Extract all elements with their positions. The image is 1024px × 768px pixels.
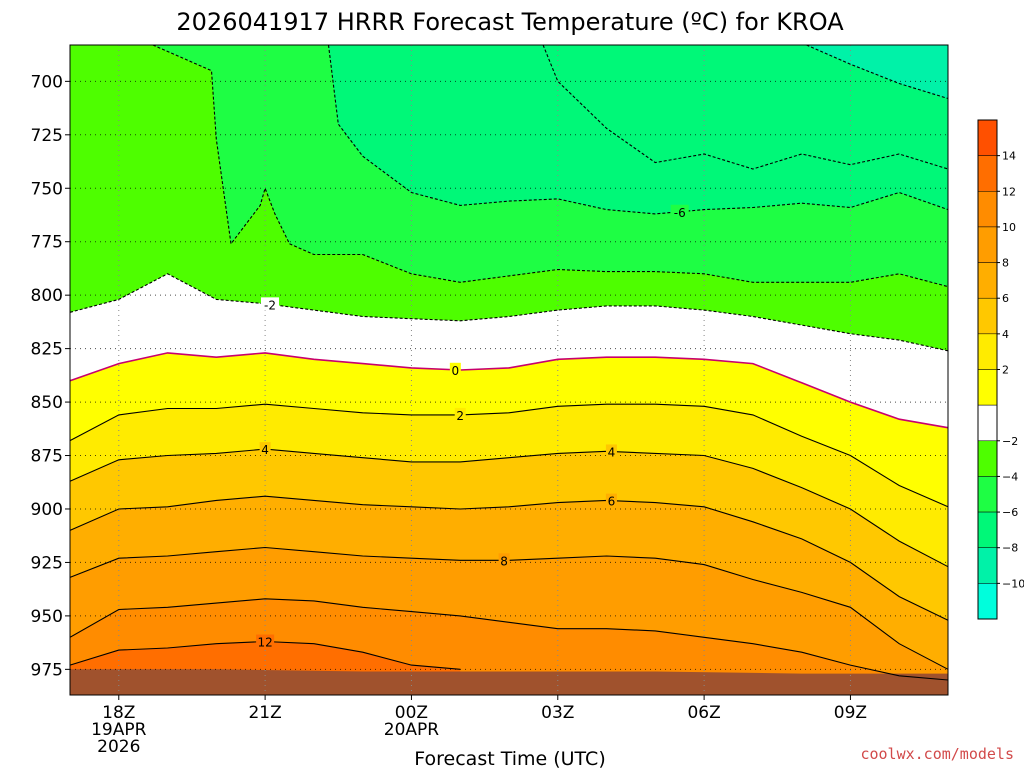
colorbar-band-6-8 <box>977 262 998 299</box>
x-tick-label-09Z: 09Z <box>834 703 867 723</box>
colorbar-band-12-14 <box>977 155 998 192</box>
fill-cold-tongue--8-2 <box>806 45 948 99</box>
colorbar: 14 12 10 8 6 4 2 −2 −4 −6 −8 −10 <box>977 119 1024 620</box>
contour-label--6: -6 <box>674 206 686 220</box>
contour-label-bg-0 <box>449 362 461 376</box>
colorbar-tick-label--4: −4 <box>1002 470 1018 483</box>
contour-lines: -6 -2 0 2 4 4 6 8 12 <box>69 44 949 681</box>
colorbar-band--6--4 <box>977 476 998 513</box>
plot-border <box>69 44 949 696</box>
contour-label-bg--2 <box>260 297 279 311</box>
chart-title: 2026041917 HRRR Forecast Temperature (ºC… <box>176 8 844 36</box>
contour--2 <box>69 273 949 352</box>
y-tick-label-800: 800 <box>31 286 63 306</box>
contour-6 <box>69 495 949 621</box>
x-tick-label-21Z: 21Z <box>248 703 281 723</box>
contour-label-bg--6 <box>670 204 689 218</box>
contour-label-8: 8 <box>500 554 508 568</box>
y-tick-label-750: 750 <box>31 179 63 199</box>
colorbar-band-14-16 <box>977 119 998 156</box>
x-tick-label-2026: 2026 <box>97 737 140 757</box>
contour-label-bg-8 <box>498 553 510 567</box>
colorbar-band--4--2 <box>977 440 998 477</box>
colorbar-band-10-12 <box>977 191 998 228</box>
credit-link[interactable]: coolwx.com/models <box>860 745 1014 763</box>
y-tick-label-925: 925 <box>31 553 63 573</box>
y-tick-label-700: 700 <box>31 72 63 92</box>
contour--8 <box>806 44 949 100</box>
fill-cold-tongue--6-1 <box>543 45 948 169</box>
x-axis-label: Forecast Time (UTC) <box>414 748 605 768</box>
y-tick-label-725: 725 <box>31 126 63 146</box>
y-tick-label-850: 850 <box>31 393 63 413</box>
colorbar-band--2-0 <box>977 404 998 442</box>
contour--4 <box>152 44 949 288</box>
x-tick-label-18Z: 18Z <box>102 703 135 723</box>
contour-label-0: 0 <box>452 364 460 378</box>
colorbar-tick-label--10: −10 <box>1002 577 1024 590</box>
colorbar-band--10--8 <box>977 547 998 584</box>
y-tick-label-900: 900 <box>31 500 63 520</box>
colorbar-tick-label-8: 8 <box>1002 257 1009 270</box>
x-tick-label-19APR: 19APR <box>91 720 147 740</box>
contour-label-4: 4 <box>261 443 269 457</box>
contour--6 <box>542 44 949 170</box>
colorbar-tick-label-4: 4 <box>1002 328 1009 341</box>
x-tick-label-20APR: 20APR <box>384 720 440 740</box>
colorbar-tick-label-12: 12 <box>1002 185 1016 198</box>
colorbar-band-0-2 <box>977 369 998 406</box>
contour-label-bg-4 <box>605 444 617 458</box>
contour-label-bg-12 <box>256 634 275 648</box>
temperature-fill-field <box>70 45 948 695</box>
colorbar-tick-label-2: 2 <box>1002 364 1009 377</box>
x-tick-label-06Z: 06Z <box>687 703 720 723</box>
contour-label-4: 4 <box>608 445 616 459</box>
y-tick-label-950: 950 <box>31 607 63 627</box>
colorbar-band--8--6 <box>977 511 998 548</box>
y-tick-label-875: 875 <box>31 447 63 467</box>
colorbar-tick-label--2: −2 <box>1002 435 1018 448</box>
colorbar-tick-label-6: 6 <box>1002 292 1009 305</box>
colorbar-band-2-4 <box>977 333 998 370</box>
contour-label-12: 12 <box>257 636 272 650</box>
contour-label-bg-4 <box>259 442 271 456</box>
y-tick-label-825: 825 <box>31 340 63 360</box>
contour-label-6: 6 <box>608 495 616 509</box>
y-tick-label-775: 775 <box>31 233 63 253</box>
plot-grid <box>70 45 948 695</box>
contour-10 <box>69 598 949 681</box>
colorbar-band-4-6 <box>977 297 998 335</box>
contour-4 <box>69 448 949 568</box>
y-tick-label-975: 975 <box>31 660 63 680</box>
colorbar-tick-label-14: 14 <box>1002 150 1016 163</box>
x-tick-label-00Z: 00Z <box>395 703 428 723</box>
plot-axes: 70072575077580082585087590092595097518Z1… <box>31 44 949 757</box>
colorbar-tick-label--6: −6 <box>1002 506 1018 519</box>
contour-label-bg-6 <box>605 493 617 507</box>
contour--6 <box>327 44 949 215</box>
colorbar-tick-label--8: −8 <box>1002 542 1018 555</box>
contour-label-bg-2 <box>454 407 466 421</box>
colorbar-band-8-10 <box>977 226 998 263</box>
colorbar-tick-label-10: 10 <box>1002 221 1016 234</box>
ground-strip <box>70 669 948 695</box>
contour-label-2: 2 <box>456 409 464 423</box>
contour-label--2: -2 <box>264 298 276 312</box>
colorbar-band--12--10 <box>977 583 998 620</box>
contour-0 <box>69 352 949 429</box>
x-tick-label-03Z: 03Z <box>541 703 574 723</box>
contour-2 <box>69 403 949 508</box>
